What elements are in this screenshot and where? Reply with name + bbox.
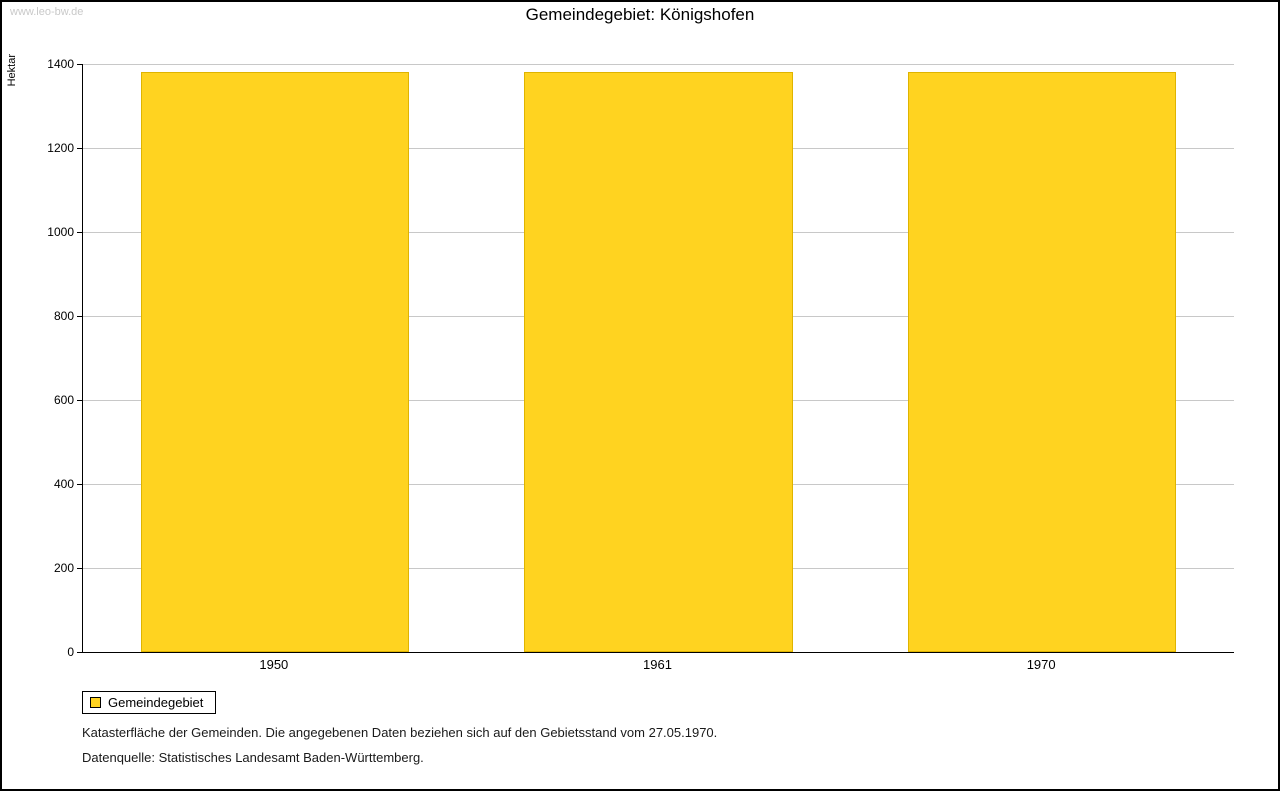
legend-swatch [90,697,101,708]
y-axis-tick-labels: 0 200 400 600 800 1000 1200 1400 [2,57,74,659]
y-tick-label: 1200 [47,141,74,155]
y-tick-label: 800 [53,309,74,323]
gridline [83,63,1234,65]
plot-area [77,63,1234,653]
y-tick-mark [77,63,83,65]
chart-title: Gemeindegebiet: Königshofen [525,5,755,24]
y-tick-label: 600 [53,393,74,407]
y-tick-mark [77,483,83,485]
y-tick-label: 400 [53,477,74,491]
legend-label: Gemeindegebiet [108,695,204,710]
y-tick-mark [77,231,83,233]
y-tick-label: 200 [53,561,74,575]
watermark: www.leo-bw.de [10,6,84,18]
legend: Gemeindegebiet [82,691,217,714]
x-axis-tick-labels: 1950 1961 1970 [82,654,1234,672]
bar-1950 [140,72,410,652]
y-tick-label: 1000 [47,225,74,239]
y-tick-mark [77,399,83,401]
x-tick-label: 1970 [1026,657,1056,672]
footnote-line: Datenquelle: Statistisches Landesamt Bad… [82,750,424,765]
bar-1970 [907,72,1177,652]
x-tick-label: 1950 [259,657,289,672]
x-tick-label: 1961 [643,657,672,672]
bar-1961 [524,72,793,652]
y-tick-mark [77,315,83,317]
y-tick-label: 0 [67,645,74,659]
y-tick-mark [77,567,83,569]
footnote-line: Katasterfläche der Gemeinden. Die angege… [82,725,718,740]
footnotes: Katasterfläche der Gemeinden. Die angege… [82,725,717,775]
y-tick-mark [77,651,83,653]
y-tick-label: 1400 [47,57,74,71]
y-tick-mark [77,147,83,149]
